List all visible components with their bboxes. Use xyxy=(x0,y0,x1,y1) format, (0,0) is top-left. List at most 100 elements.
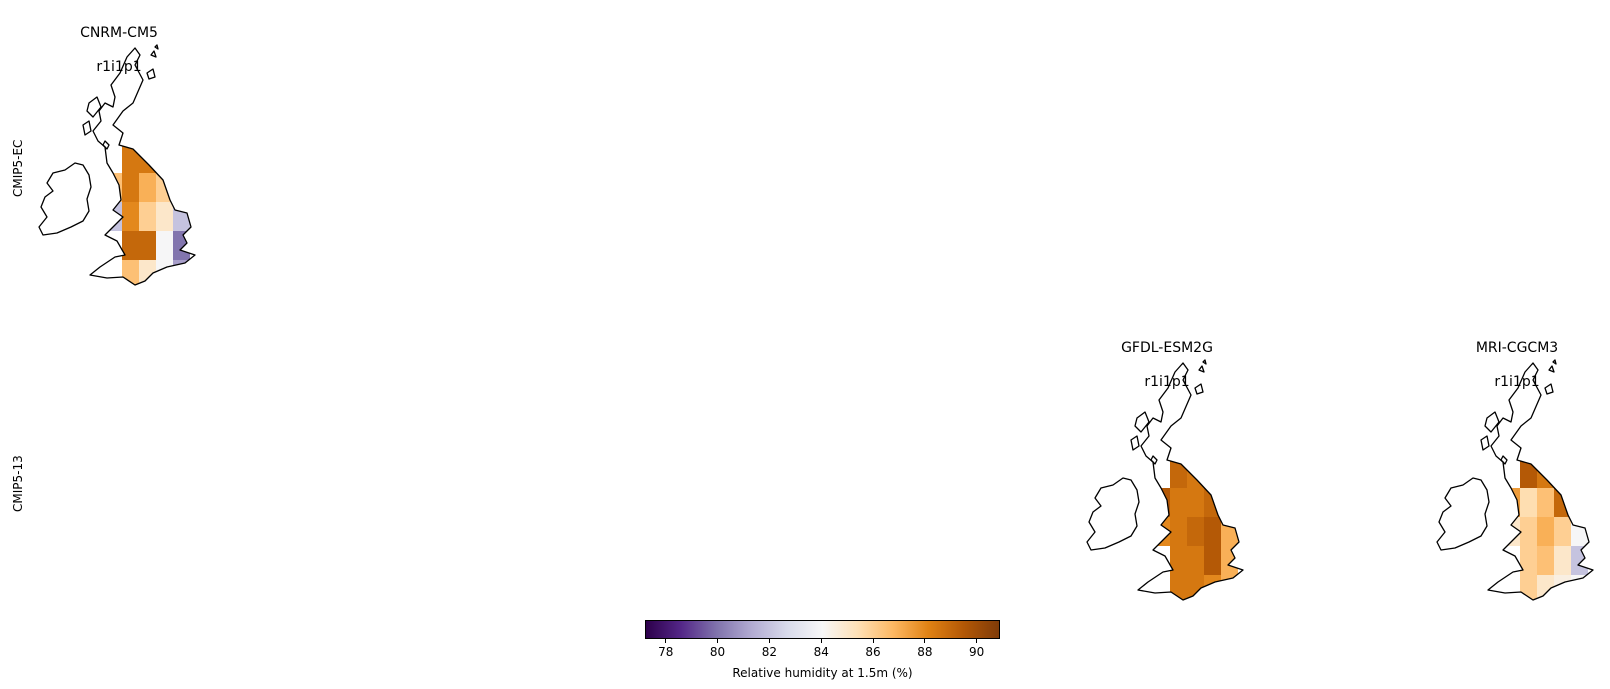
coastline xyxy=(1150,455,1158,465)
heatmap-cell xyxy=(1187,546,1204,575)
coastline xyxy=(1436,477,1490,551)
heatmap-cell xyxy=(1537,546,1554,575)
coastline xyxy=(1086,477,1140,551)
heatmap-cell xyxy=(1204,575,1221,600)
heatmap-cell xyxy=(1554,517,1571,546)
coastline xyxy=(1544,383,1554,395)
heatmap-cell xyxy=(173,173,190,202)
heatmap-cell xyxy=(139,144,156,173)
heatmap-cell xyxy=(156,202,173,231)
heatmap-cell xyxy=(1554,459,1571,488)
coastline xyxy=(1130,435,1140,451)
panel-title-model: MRI-CGCM3 xyxy=(1475,340,1559,356)
coastline xyxy=(1480,435,1490,451)
panel-title-cnrm: CNRM-CM5 r1i1p1 xyxy=(9,8,229,93)
heatmap-cell xyxy=(1571,488,1588,517)
heatmap-cells xyxy=(1503,430,1588,600)
heatmap-cell xyxy=(1187,430,1204,459)
coastline xyxy=(1194,383,1204,395)
colorbar-tick-label: 86 xyxy=(865,645,881,659)
colorbar-tick-label: 80 xyxy=(709,645,726,659)
heatmap-cell xyxy=(122,202,139,231)
heatmap-cell xyxy=(1170,430,1187,459)
heatmap-cell xyxy=(156,260,173,285)
heatmap-cell xyxy=(1204,459,1221,488)
heatmap-cell xyxy=(1204,517,1221,546)
heatmap-cell xyxy=(1537,575,1554,600)
row-label-cmip5-13: CMIP5-13 xyxy=(11,455,25,512)
coastline xyxy=(1202,359,1207,365)
panel-title-model: CNRM-CM5 xyxy=(80,25,158,41)
heatmap-cell xyxy=(1571,546,1588,575)
colorbar-tick-mark xyxy=(820,639,822,643)
coastline xyxy=(1484,411,1500,433)
heatmap-cell xyxy=(122,115,139,144)
heatmap-cell xyxy=(1204,488,1221,517)
heatmap-cell xyxy=(139,115,156,144)
coastline xyxy=(154,44,159,50)
heatmap-cell xyxy=(1221,546,1238,575)
colorbar xyxy=(645,620,1000,639)
coastline xyxy=(89,47,196,286)
heatmap-cell xyxy=(156,231,173,260)
colorbar-tick-mark xyxy=(924,639,926,643)
heatmap-cell xyxy=(1170,488,1187,517)
map-panel-cnrm xyxy=(38,44,196,286)
coastline xyxy=(1137,362,1244,601)
colorbar-tick-mark xyxy=(665,639,667,643)
heatmap-cell xyxy=(1537,488,1554,517)
heatmap-cell xyxy=(1520,546,1537,575)
heatmap-cell xyxy=(1537,430,1554,459)
heatmap-cell xyxy=(1554,430,1571,459)
heatmap-cell xyxy=(1554,546,1571,575)
coastline xyxy=(146,68,156,80)
heatmap-cell xyxy=(1520,430,1537,459)
heatmap-cell xyxy=(1187,517,1204,546)
panel-title-model: GFDL-ESM2G xyxy=(1121,340,1213,356)
colorbar-label: Relative humidity at 1.5m (%) xyxy=(732,666,913,680)
coastline xyxy=(1487,362,1594,601)
coastline xyxy=(1552,359,1557,365)
coastline xyxy=(82,120,92,136)
map-panel-gfdl xyxy=(1086,359,1244,601)
heatmap-cell xyxy=(122,231,139,260)
heatmap-cell xyxy=(156,173,173,202)
heatmap-cell xyxy=(1204,546,1221,575)
heatmap-cell xyxy=(1537,459,1554,488)
colorbar-tick-label: 88 xyxy=(917,645,933,659)
colorbar-tick-mark xyxy=(976,639,978,643)
row-label-cmip5-ec: CMIP5-EC xyxy=(11,139,25,197)
panel-title-ensemble: r1i1p1 xyxy=(96,59,142,75)
heatmap-cell xyxy=(139,231,156,260)
colorbar-tick-mark xyxy=(717,639,719,643)
coastline xyxy=(1500,455,1508,465)
heatmap-cell xyxy=(156,144,173,173)
colorbar-tick-label: 90 xyxy=(969,645,985,659)
heatmap-cell xyxy=(139,202,156,231)
panel-title-gfdl: GFDL-ESM2G r1i1p1 xyxy=(1057,323,1277,408)
heatmap-cell xyxy=(1204,430,1221,459)
coastline xyxy=(1198,365,1205,373)
panel-title-ensemble: r1i1p1 xyxy=(1144,374,1190,390)
heatmap-cell xyxy=(1221,488,1238,517)
colorbar-tick-label: 84 xyxy=(813,645,829,659)
panel-title-ensemble: r1i1p1 xyxy=(1494,374,1540,390)
heatmap-cells xyxy=(105,115,190,285)
panel-title-mri: MRI-CGCM3 r1i1p1 xyxy=(1407,323,1610,408)
coastline xyxy=(1548,365,1555,373)
heatmap-cell xyxy=(173,231,190,260)
coastline xyxy=(38,162,92,236)
coastline xyxy=(1134,411,1150,433)
heatmap-cell xyxy=(1520,488,1537,517)
heatmap-cell xyxy=(1554,575,1571,600)
heatmap-cell xyxy=(1187,575,1204,600)
heatmap-cell xyxy=(1537,517,1554,546)
heatmap-cell xyxy=(156,115,173,144)
colorbar-tick-label: 78 xyxy=(658,645,674,659)
heatmap-cell xyxy=(1554,488,1571,517)
colorbar-tick-label: 82 xyxy=(761,645,778,659)
map-panel-mri xyxy=(1436,359,1594,601)
heatmap-cell xyxy=(1170,546,1187,575)
heatmap-cell xyxy=(1170,517,1187,546)
heatmap-cell xyxy=(1187,459,1204,488)
